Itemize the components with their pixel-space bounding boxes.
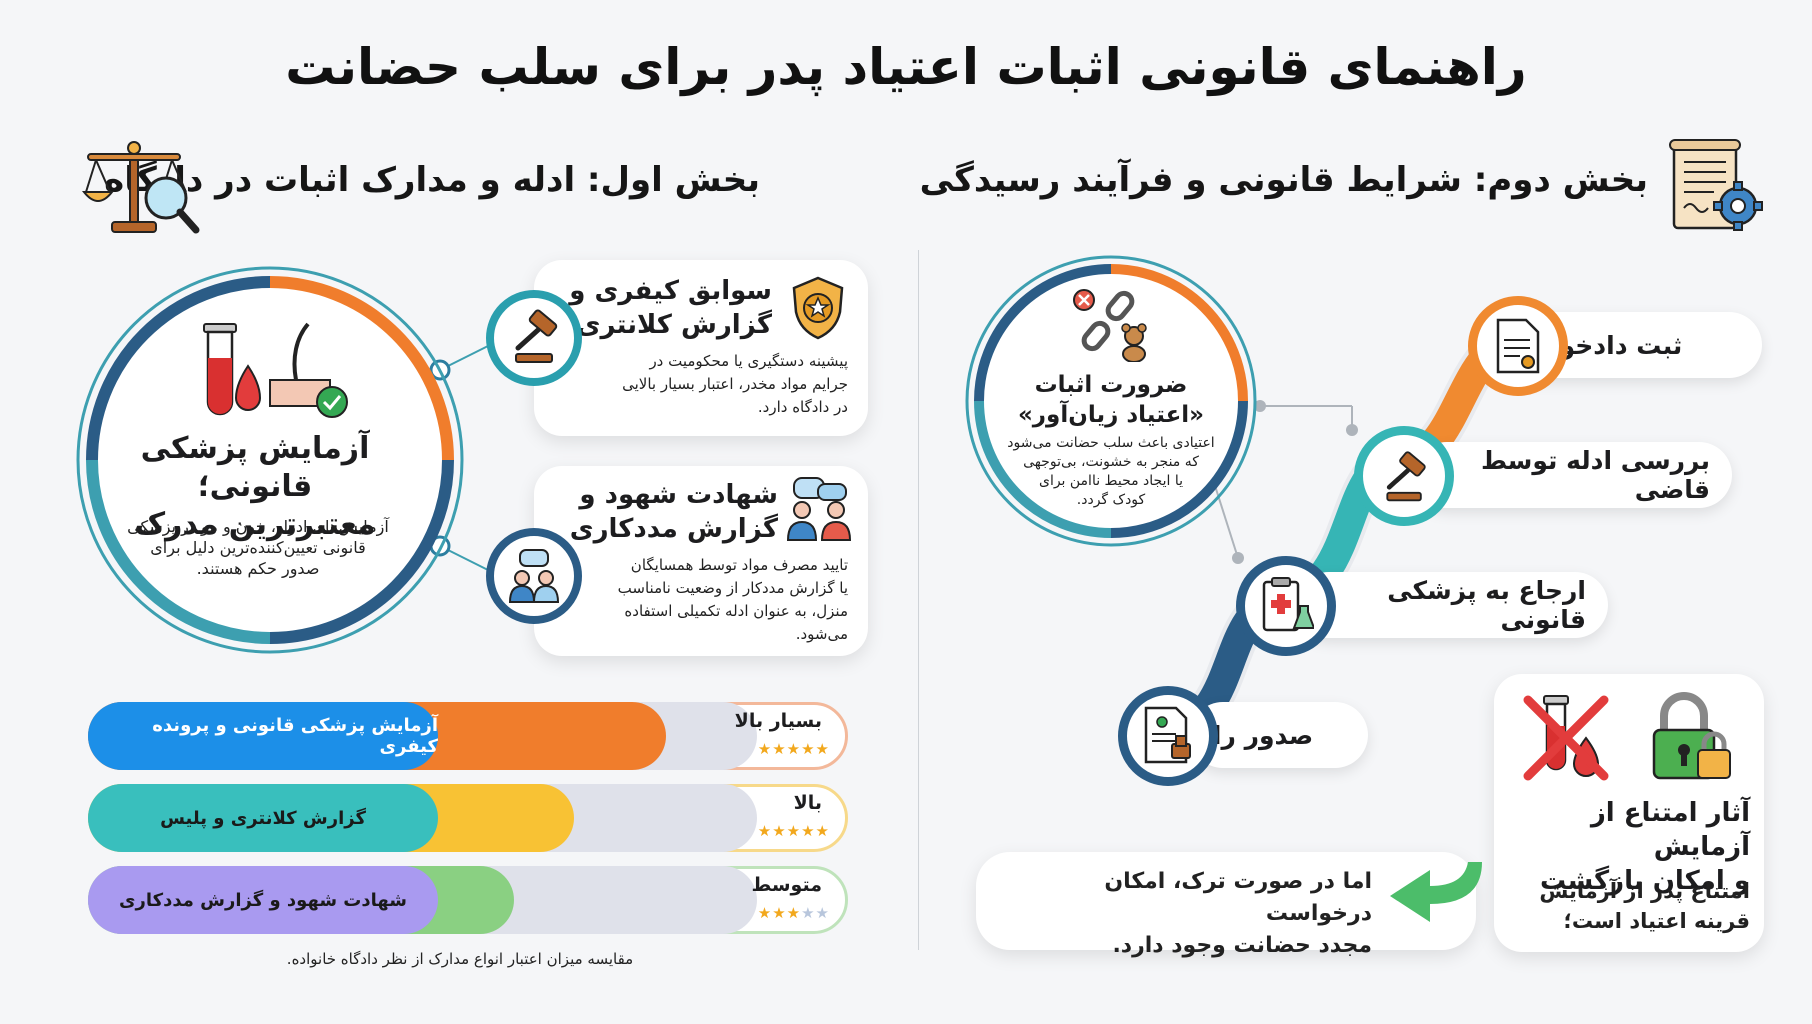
credibility-bar: آزمایش پزشکی قانونی و پرونده کیفری بسیار … <box>88 702 848 770</box>
medical-clipboard-icon <box>1262 577 1314 632</box>
gavel-icon <box>1386 451 1426 502</box>
star-filled-icon: ★ <box>801 740 816 758</box>
bar-rating-label: بالا <box>793 792 822 814</box>
harm-card-text-4: کودک گردد. <box>1076 492 1146 508</box>
padlock-icon <box>1652 692 1731 780</box>
witness-circle <box>486 528 582 624</box>
people-speech-icon <box>508 549 560 603</box>
main-card-title-1: آزمایش پزشکی قانونی؛ <box>140 431 370 504</box>
star-filled-icon: ★ <box>815 740 830 758</box>
harm-card-text-1: اعتیادی باعث سلب حضانت می‌شود <box>1007 435 1215 451</box>
star-rating: ★★★★★ <box>758 822 830 840</box>
credibility-bar: شهادت شهود و گزارش مددکاری متوسط ★★★★★ <box>88 866 848 934</box>
step-judge-review: بررسی ادله توسط قاضی <box>1414 442 1732 508</box>
star-empty-icon: ★ <box>815 904 830 922</box>
section2-title: بخش دوم: شرایط قانونی و فرآیند رسیدگی <box>919 160 1648 200</box>
refusal-text-1: امتناع پدر از آزمایش <box>1539 879 1750 903</box>
star-filled-icon: ★ <box>786 740 802 758</box>
harm-card-title-1: ضرورت اثبات <box>1034 372 1188 398</box>
main-card-text-3: صدور حکم هستند. <box>196 559 320 578</box>
bar-label: آزمایش پزشکی قانونی و پرونده کیفری <box>88 702 438 770</box>
step-forensic: ارجاع به پزشکی قانونی <box>1296 572 1608 638</box>
star-filled-icon: ★ <box>772 822 787 840</box>
star-filled-icon: ★ <box>815 822 830 840</box>
refusal-text-2: قرینه اعتیاد است؛ <box>1563 909 1750 933</box>
step-judge-circle <box>1354 426 1454 526</box>
main-evidence-ring <box>76 266 464 654</box>
credibility-bar: گزارش کلانتری و پلیس بالا ★★★★★ <box>88 784 848 852</box>
witness-card-title-1: شهادت شهود و <box>579 480 778 510</box>
section1-title: بخش اول: ادله و مدارک اثبات در دادگاه <box>104 160 760 200</box>
no-blood-test-icon <box>1523 695 1609 781</box>
star-filled-icon: ★ <box>772 740 787 758</box>
police-card-text-2: جرایم مواد مخدر، اعتبار بسیار بالایی <box>622 375 848 393</box>
star-filled-icon: ★ <box>757 822 773 840</box>
section-divider <box>918 250 919 950</box>
witness-card-text-3: منزل، به عنوان ادله تکمیلی استفاده <box>624 602 848 620</box>
harm-card-title-2: «اعتیاد زیان‌آور» <box>1017 402 1205 428</box>
bar-label: گزارش کلانتری و پلیس <box>88 784 438 852</box>
bar-label: شهادت شهود و گزارش مددکاری <box>88 866 438 934</box>
harm-card-text-2: که منجر به خشونت، بی‌توجهی <box>1023 454 1199 470</box>
main-card-title-2: معتبرترین مدرک <box>134 507 376 542</box>
star-filled-icon: ★ <box>757 904 773 922</box>
harm-card-text-3: یا ایجاد محیط ناامن برای <box>1038 473 1183 489</box>
witness-card-title-2: گزارش مددکاری <box>569 514 778 544</box>
star-rating: ★★★★★ <box>758 904 830 922</box>
police-card-text-3: در دادگاه دارد. <box>757 398 848 416</box>
refusal-title-1: آثار امتناع از آزمایش <box>1590 798 1750 862</box>
return-arrow-icon <box>1390 862 1482 922</box>
harm-ring <box>965 255 1257 547</box>
police-card-title-2: گزارش کلانتری <box>576 310 772 340</box>
verdict-document-icon <box>1144 706 1191 764</box>
test-tube-blood-hair-icon <box>203 322 348 418</box>
star-filled-icon: ★ <box>772 904 787 922</box>
gavel-circle <box>486 290 582 386</box>
return-note-1: اما در صورت ترک، امکان درخواست <box>1104 869 1372 926</box>
witness-card-text-4: می‌شود. <box>795 625 848 643</box>
star-filled-icon: ★ <box>786 904 802 922</box>
step-forensic-label: ارجاع به پزشکی قانونی <box>1387 576 1586 634</box>
return-note-card <box>976 852 1476 950</box>
refusal-title-2: و امکان بازگشت <box>1540 866 1750 896</box>
police-card-title-1: سوابق کیفری و <box>569 276 772 306</box>
step-judge-review-label: بررسی ادله توسط قاضی <box>1481 446 1710 504</box>
scales-magnifier-icon <box>82 141 200 234</box>
petition-document-icon <box>1496 318 1540 374</box>
star-filled-icon: ★ <box>757 740 773 758</box>
refusal-card <box>1494 674 1764 952</box>
witness-card-text-2: یا گزارش مددکار از وضعیت نامناسب <box>617 579 848 597</box>
page-title: راهنمای قانونی اثبات اعتیاد پدر برای سلب… <box>285 38 1527 96</box>
star-filled-icon: ★ <box>786 822 802 840</box>
bars-footnote: مقایسه میزان اعتبار انواع مدارک از نظر د… <box>286 950 634 968</box>
witnesses-icon <box>786 477 852 541</box>
star-filled-icon: ★ <box>801 822 816 840</box>
bar-rating-label: بسیار بالا <box>734 710 822 732</box>
star-rating: ★★★★★ <box>758 740 830 758</box>
main-card-text-1: آزمایش‌های ادرار، خون و مو در پزشکی <box>127 517 389 536</box>
star-empty-icon: ★ <box>801 904 816 922</box>
document-gear-icon <box>1669 139 1763 231</box>
main-card-text-2: قانونی تعیین‌کننده‌ترین دلیل برای <box>150 538 366 557</box>
witness-card-text-1: تایید مصرف مواد توسط همسایگان <box>630 556 848 574</box>
broken-chain-teddy-icon <box>1073 289 1147 362</box>
gavel-icon <box>515 309 558 363</box>
police-badge-icon <box>792 276 844 340</box>
return-note-2: مجدد حضانت وجود دارد. <box>1112 933 1372 958</box>
police-card-text-1: پیشینه دستگیری یا محکومیت در <box>649 352 848 370</box>
bar-rating-label: متوسط <box>751 874 822 896</box>
